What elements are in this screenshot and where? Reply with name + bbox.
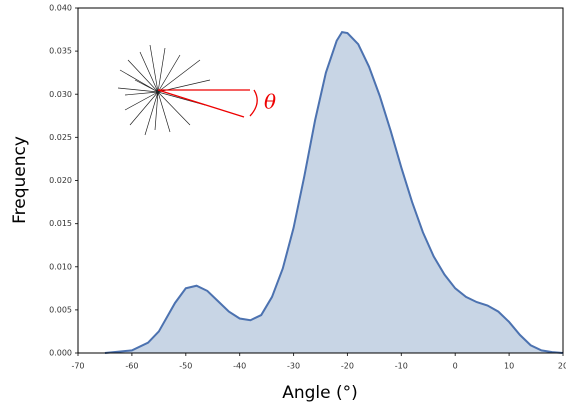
x-tick-label: 10 xyxy=(504,362,514,371)
y-tick-label: 0.020 xyxy=(49,176,72,185)
y-tick-label: 0.010 xyxy=(49,262,72,271)
angle-indicator xyxy=(157,89,258,118)
y-axis-title: Frequency xyxy=(10,136,30,224)
plot-frame xyxy=(77,7,564,354)
y-tick-label: 0.040 xyxy=(49,4,72,13)
x-tick-label: -30 xyxy=(287,362,300,371)
density-line xyxy=(104,31,564,354)
x-tick-label: -20 xyxy=(341,362,354,371)
fiber-icon xyxy=(117,44,211,136)
y-tick-label: 0.015 xyxy=(49,219,72,228)
x-axis-title: Angle (°) xyxy=(282,383,358,403)
theta-label: θ xyxy=(264,90,276,114)
x-tick-label: -50 xyxy=(179,362,192,371)
y-tick-label: 0.005 xyxy=(49,305,72,314)
y-tick-label: 0.025 xyxy=(49,133,72,142)
x-tick-label: -10 xyxy=(395,362,408,371)
x-tick-label: 20 xyxy=(558,362,566,371)
y-tick-label: 0.000 xyxy=(49,349,72,358)
x-tick-label: -70 xyxy=(71,362,84,371)
y-tick-label: 0.030 xyxy=(49,90,72,99)
y-tick-label: 0.035 xyxy=(49,47,72,56)
x-tick-label: 0 xyxy=(453,362,458,371)
area-fill xyxy=(104,32,563,354)
x-tick-label: -60 xyxy=(125,362,138,371)
x-tick-label: -40 xyxy=(233,362,246,371)
